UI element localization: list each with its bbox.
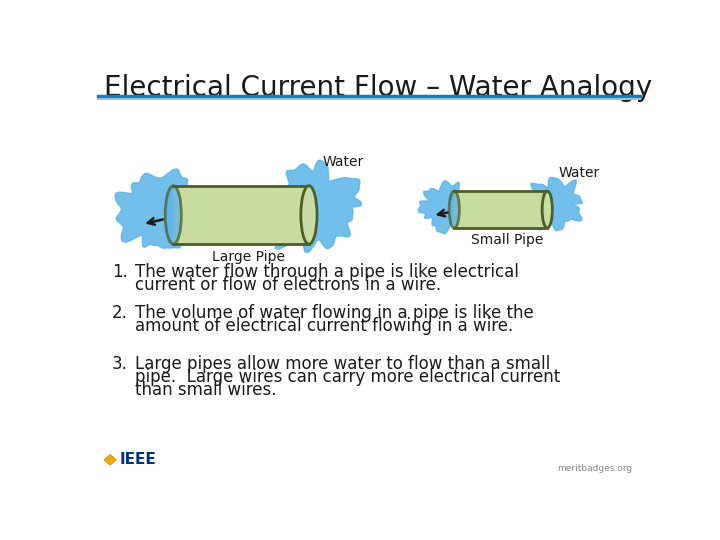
Text: IEEE: IEEE (120, 453, 156, 467)
Text: Electrical Current Flow – Water Analogy: Electrical Current Flow – Water Analogy (104, 74, 652, 102)
Text: amount of electrical current flowing in a wire.: amount of electrical current flowing in … (135, 316, 513, 335)
Text: pipe.  Large wires can carry more electrical current: pipe. Large wires can carry more electri… (135, 368, 560, 386)
Ellipse shape (449, 191, 459, 228)
Text: The water flow through a pipe is like electrical: The water flow through a pipe is like el… (135, 262, 519, 281)
Ellipse shape (542, 191, 552, 228)
Text: Large pipes allow more water to flow than a small: Large pipes allow more water to flow tha… (135, 355, 550, 373)
Text: Water: Water (559, 166, 600, 179)
Text: meritbadges.org: meritbadges.org (557, 464, 632, 473)
Bar (454, 191, 547, 228)
Text: The volume of water flowing in a pipe is like the: The volume of water flowing in a pipe is… (135, 303, 534, 321)
Text: Large Pipe: Large Pipe (212, 251, 285, 265)
Polygon shape (267, 160, 361, 253)
Text: Small Pipe: Small Pipe (471, 233, 543, 247)
Polygon shape (115, 169, 207, 248)
Polygon shape (525, 177, 582, 231)
Ellipse shape (165, 186, 181, 244)
Text: than small wires.: than small wires. (135, 381, 276, 399)
Text: 1.: 1. (112, 262, 127, 281)
Ellipse shape (301, 186, 317, 244)
Text: 3.: 3. (112, 355, 127, 373)
Polygon shape (104, 455, 117, 465)
Polygon shape (418, 181, 470, 234)
Text: Water: Water (323, 155, 364, 168)
Text: current or flow of electrons in a wire.: current or flow of electrons in a wire. (135, 276, 441, 294)
Bar (174, 186, 309, 244)
Text: 2.: 2. (112, 303, 127, 321)
